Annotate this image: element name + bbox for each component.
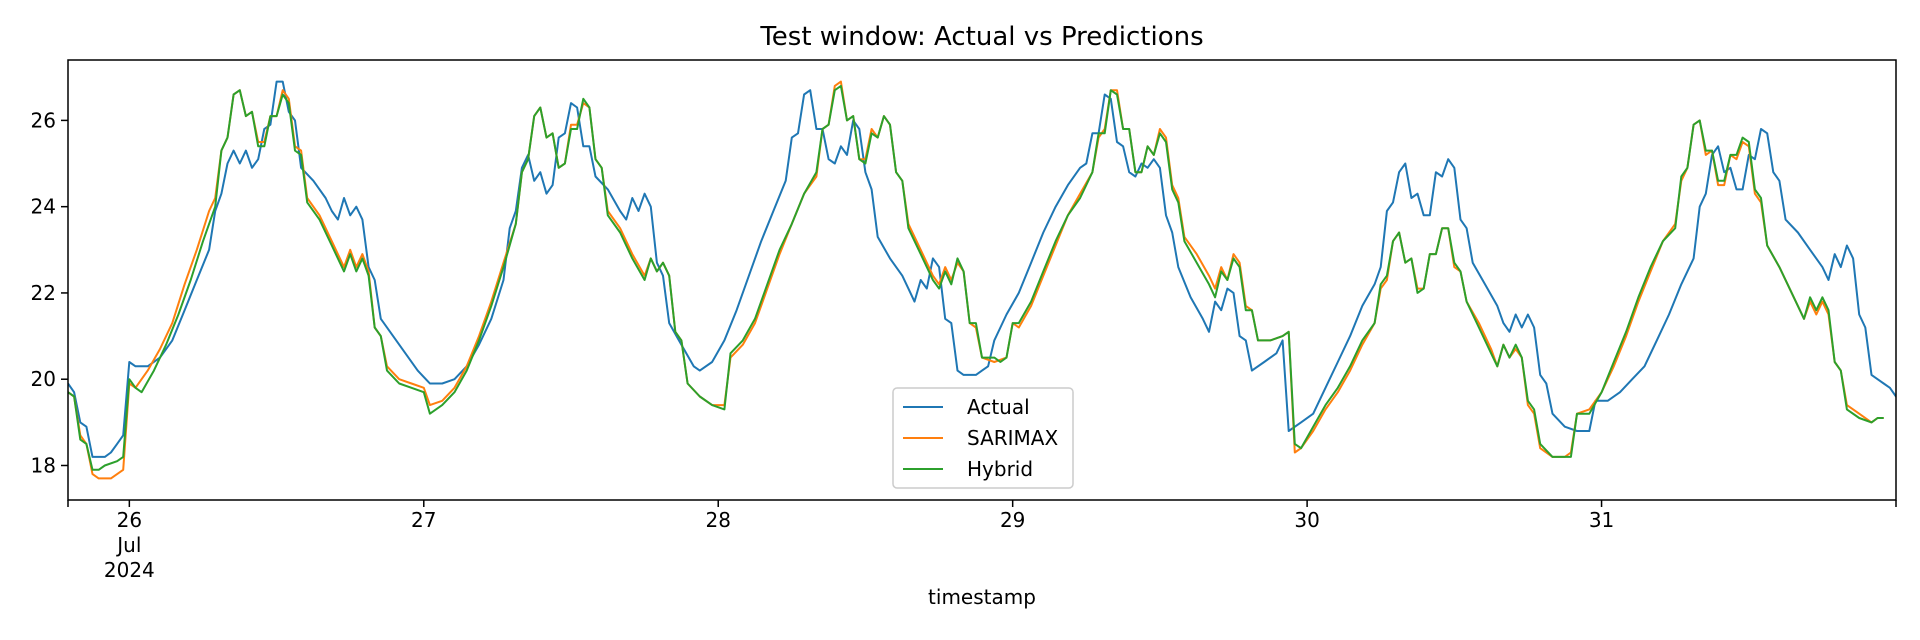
plot-frame (67, 59, 1897, 501)
x-tick-label: 27 (411, 508, 436, 532)
series-line-hybrid (68, 84, 1884, 471)
x-tick-sublabel: Jul (115, 533, 141, 557)
chart-title: Test window: Actual vs Predictions (759, 22, 1203, 52)
y-tick-label: 20 (31, 367, 56, 391)
legend: Actual SARIMAX Hybrid (892, 387, 1074, 489)
y-tick-label: 26 (31, 108, 56, 132)
x-tick-sublabel: 2024 (104, 558, 155, 582)
x-axis-label: timestamp (928, 585, 1036, 609)
legend-frame (892, 387, 1074, 489)
x-tick-label: 26 (117, 508, 142, 532)
y-tick-label: 18 (31, 453, 56, 477)
x-tick-label: 29 (1000, 508, 1025, 532)
series-layer (68, 80, 1896, 480)
x-tick-label: 30 (1294, 508, 1319, 532)
x-tick-label: 31 (1589, 508, 1614, 532)
y-tick-label: 22 (31, 281, 56, 305)
legend-label-hybrid: Hybrid (967, 457, 1033, 481)
x-tick-label: 28 (706, 508, 731, 532)
y-axis: 18 20 22 24 26 (31, 108, 68, 477)
legend-label-sarimax: SARIMAX (967, 426, 1058, 450)
y-tick-label: 24 (31, 195, 56, 219)
legend-label-actual: Actual (967, 395, 1030, 419)
